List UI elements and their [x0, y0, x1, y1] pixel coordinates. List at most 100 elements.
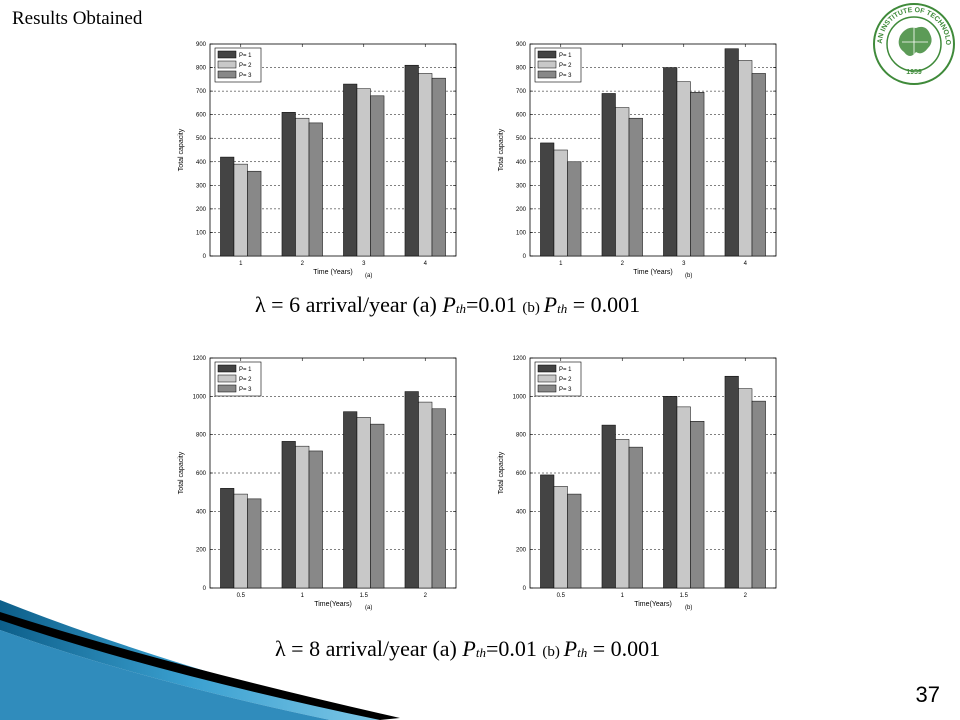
- caption-text: = 6 arrival/year (a): [265, 292, 443, 317]
- bar: [370, 95, 385, 257]
- bar: [220, 488, 235, 589]
- x-tick-label: 3: [682, 261, 686, 267]
- p-symbol: P: [442, 292, 456, 317]
- bar: [751, 73, 766, 257]
- lambda-symbol: λ: [275, 636, 286, 661]
- legend-swatch: [537, 384, 557, 393]
- x-tick-label: 2: [424, 593, 428, 599]
- x-tick-label: 4: [424, 261, 428, 267]
- caption-value: =0.01: [485, 636, 543, 661]
- bar: [724, 375, 739, 589]
- x-tick-label: 1.5: [360, 593, 369, 599]
- bar: [601, 93, 616, 257]
- bar: [553, 149, 568, 257]
- y-tick-label: 800: [196, 433, 207, 439]
- bar: [676, 406, 691, 589]
- x-axis-title: Time(Years): [314, 601, 352, 608]
- panel-label: (b): [685, 273, 692, 279]
- bar: [247, 498, 262, 589]
- y-tick-label: 1000: [513, 394, 527, 400]
- panel-label: (a): [365, 273, 372, 279]
- bar: [356, 417, 371, 589]
- lambda-symbol: λ: [255, 292, 266, 317]
- p-subscript: th: [557, 301, 568, 316]
- y-tick-label: 200: [196, 548, 207, 554]
- x-axis-title: Time(Years): [634, 601, 672, 608]
- y-tick-label: 600: [516, 471, 527, 477]
- y-tick-label: 200: [516, 207, 527, 213]
- legend-swatch: [217, 60, 237, 69]
- bar: [370, 423, 385, 589]
- bar: [567, 493, 582, 589]
- y-tick-label: 400: [516, 509, 527, 515]
- bar: [295, 445, 310, 589]
- bar: [738, 60, 753, 257]
- y-tick-label: 800: [516, 433, 527, 439]
- y-tick-label: 1200: [193, 356, 207, 362]
- y-tick-label: 500: [196, 136, 207, 142]
- x-tick-label: 1: [621, 593, 625, 599]
- legend-swatch: [217, 364, 237, 373]
- y-tick-label: 700: [516, 89, 527, 95]
- bar: [615, 107, 630, 257]
- panel-label: (a): [365, 605, 372, 611]
- bar: [247, 170, 262, 257]
- y-tick-label: 800: [516, 66, 527, 72]
- bar: [233, 493, 248, 589]
- y-tick-label: 600: [196, 113, 207, 119]
- institute-logo: ASIAN INSTITUTE OF TECHNOLOGY 1959: [872, 2, 955, 85]
- legend-label: P= 2: [239, 63, 252, 69]
- x-tick-label: 0.5: [237, 593, 246, 599]
- caption-panel-b: (b): [522, 300, 544, 316]
- p-symbol: P: [462, 636, 476, 661]
- y-tick-label: 1000: [193, 394, 207, 400]
- bar: [281, 441, 296, 589]
- y-axis-title: Total capacity: [498, 451, 505, 494]
- x-tick-label: 2: [301, 261, 305, 267]
- bar: [751, 400, 766, 589]
- bar: [628, 446, 643, 589]
- y-tick-label: 500: [516, 136, 527, 142]
- bar: [676, 81, 691, 257]
- bar: [233, 163, 248, 257]
- bar: [281, 112, 296, 257]
- bar: [431, 408, 446, 589]
- x-axis-title: Time (Years): [633, 269, 673, 276]
- legend-label: P= 2: [559, 63, 572, 69]
- caption-value: = 0.001: [587, 636, 661, 661]
- caption-text: = 8 arrival/year (a): [285, 636, 463, 661]
- x-tick-label: 1: [559, 261, 563, 267]
- bar: [724, 48, 739, 257]
- y-tick-label: 600: [196, 471, 207, 477]
- x-tick-label: 1: [301, 593, 305, 599]
- bar: [404, 64, 419, 257]
- bar: [663, 396, 678, 589]
- bar: [553, 486, 568, 589]
- x-tick-label: 4: [744, 261, 748, 267]
- chart-bottom-right: 0 200 400 600 800 1000 1200 0.5 1 1.5 2 Time(Years)…: [490, 350, 786, 614]
- y-tick-label: 0: [203, 254, 207, 260]
- y-tick-label: 300: [196, 183, 207, 189]
- bar: [418, 401, 433, 589]
- y-axis-title: Total capacity: [178, 128, 185, 171]
- bar: [308, 122, 323, 257]
- caption-lambda-6: λ = 6 arrival/year (a) Pth=0.01 (b) Pth …: [255, 292, 640, 318]
- x-tick-label: 2: [621, 261, 625, 267]
- legend-label: P= 3: [559, 387, 572, 393]
- legend-swatch: [537, 50, 557, 59]
- p-symbol: P: [543, 292, 558, 317]
- logo-year: 1959: [906, 69, 922, 76]
- x-axis-title: Time (Years): [313, 269, 353, 276]
- y-axis-title: Total capacity: [498, 128, 505, 171]
- y-tick-label: 0: [203, 586, 207, 592]
- chart-bottom-left: 0 200 400 600 800 1000 1200 0.5 1 1.5 2 Time(Years)…: [170, 350, 466, 614]
- y-axis-title: Total capacity: [178, 451, 185, 494]
- y-tick-label: 300: [516, 183, 527, 189]
- y-tick-label: 100: [196, 230, 207, 236]
- x-tick-label: 3: [362, 261, 366, 267]
- legend-swatch: [537, 374, 557, 383]
- bar: [690, 92, 705, 257]
- bar: [540, 142, 555, 257]
- bar: [308, 450, 323, 589]
- y-tick-label: 200: [516, 548, 527, 554]
